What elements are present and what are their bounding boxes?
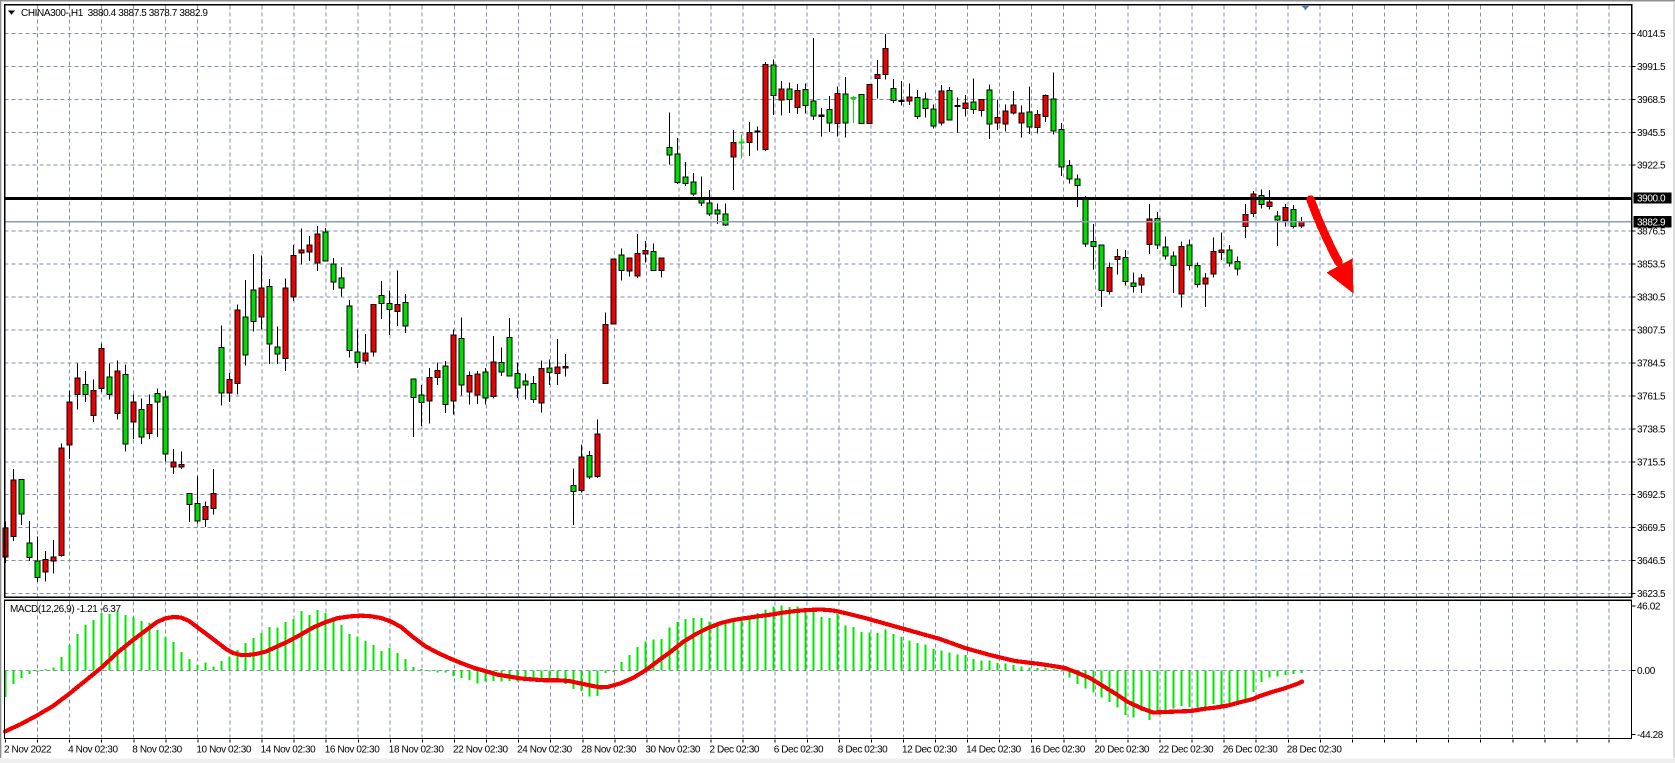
svg-text:3968.5: 3968.5 (1637, 95, 1666, 106)
svg-text:CHINA300-,H1 3880.4 3887.5 38: CHINA300-,H1 3880.4 3887.5 3878.7 3882.9 (21, 8, 208, 19)
svg-text:8 Dec 02:30: 8 Dec 02:30 (838, 745, 888, 756)
svg-text:-44.28: -44.28 (1637, 730, 1664, 741)
svg-text:3646.5: 3646.5 (1637, 556, 1666, 567)
svg-text:3715.5: 3715.5 (1637, 457, 1666, 468)
svg-text:12 Dec 02:30: 12 Dec 02:30 (902, 745, 958, 756)
svg-text:10 Nov 02:30: 10 Nov 02:30 (196, 745, 252, 756)
svg-text:18 Nov 02:30: 18 Nov 02:30 (389, 745, 445, 756)
svg-text:4 Nov 02:30: 4 Nov 02:30 (68, 745, 118, 756)
svg-text:8 Nov 02:30: 8 Nov 02:30 (132, 745, 182, 756)
svg-text:28 Nov 02:30: 28 Nov 02:30 (581, 745, 637, 756)
svg-text:24 Nov 02:30: 24 Nov 02:30 (517, 745, 573, 756)
svg-text:26 Dec 02:30: 26 Dec 02:30 (1223, 745, 1279, 756)
svg-text:28 Dec 02:30: 28 Dec 02:30 (1287, 745, 1343, 756)
svg-text:2 Nov 2022: 2 Nov 2022 (4, 745, 52, 756)
svg-text:0.00: 0.00 (1637, 666, 1656, 677)
svg-text:3945.5: 3945.5 (1637, 128, 1666, 139)
svg-text:3761.5: 3761.5 (1637, 391, 1666, 402)
svg-text:3692.5: 3692.5 (1637, 490, 1666, 501)
svg-text:14 Nov 02:30: 14 Nov 02:30 (261, 745, 317, 756)
svg-text:3882.9: 3882.9 (1637, 217, 1666, 228)
svg-text:3807.5: 3807.5 (1637, 326, 1666, 337)
svg-text:3830.5: 3830.5 (1637, 293, 1666, 304)
svg-text:3623.5: 3623.5 (1637, 589, 1666, 600)
svg-text:14 Dec 02:30: 14 Dec 02:30 (966, 745, 1022, 756)
svg-text:20 Dec 02:30: 20 Dec 02:30 (1094, 745, 1150, 756)
svg-text:3991.5: 3991.5 (1637, 62, 1666, 73)
svg-text:22 Nov 02:30: 22 Nov 02:30 (453, 745, 509, 756)
svg-text:22 Dec 02:30: 22 Dec 02:30 (1159, 745, 1215, 756)
svg-text:3669.5: 3669.5 (1637, 523, 1666, 534)
svg-text:30 Nov 02:30: 30 Nov 02:30 (645, 745, 701, 756)
svg-text:16 Nov 02:30: 16 Nov 02:30 (325, 745, 381, 756)
svg-text:6 Dec 02:30: 6 Dec 02:30 (774, 745, 824, 756)
svg-text:3922.5: 3922.5 (1637, 161, 1666, 172)
svg-text:MACD(12,26,9) -1.21 -6.37: MACD(12,26,9) -1.21 -6.37 (10, 604, 121, 615)
svg-text:3784.5: 3784.5 (1637, 358, 1666, 369)
svg-text:2 Dec 02:30: 2 Dec 02:30 (710, 745, 760, 756)
svg-text:3853.5: 3853.5 (1637, 260, 1666, 271)
svg-text:16 Dec 02:30: 16 Dec 02:30 (1030, 745, 1086, 756)
svg-text:3900.0: 3900.0 (1637, 194, 1666, 205)
svg-text:3738.5: 3738.5 (1637, 424, 1666, 435)
svg-text:4014.5: 4014.5 (1637, 29, 1666, 40)
svg-text:46.02: 46.02 (1637, 602, 1661, 613)
svg-text:3876.5: 3876.5 (1637, 227, 1666, 238)
